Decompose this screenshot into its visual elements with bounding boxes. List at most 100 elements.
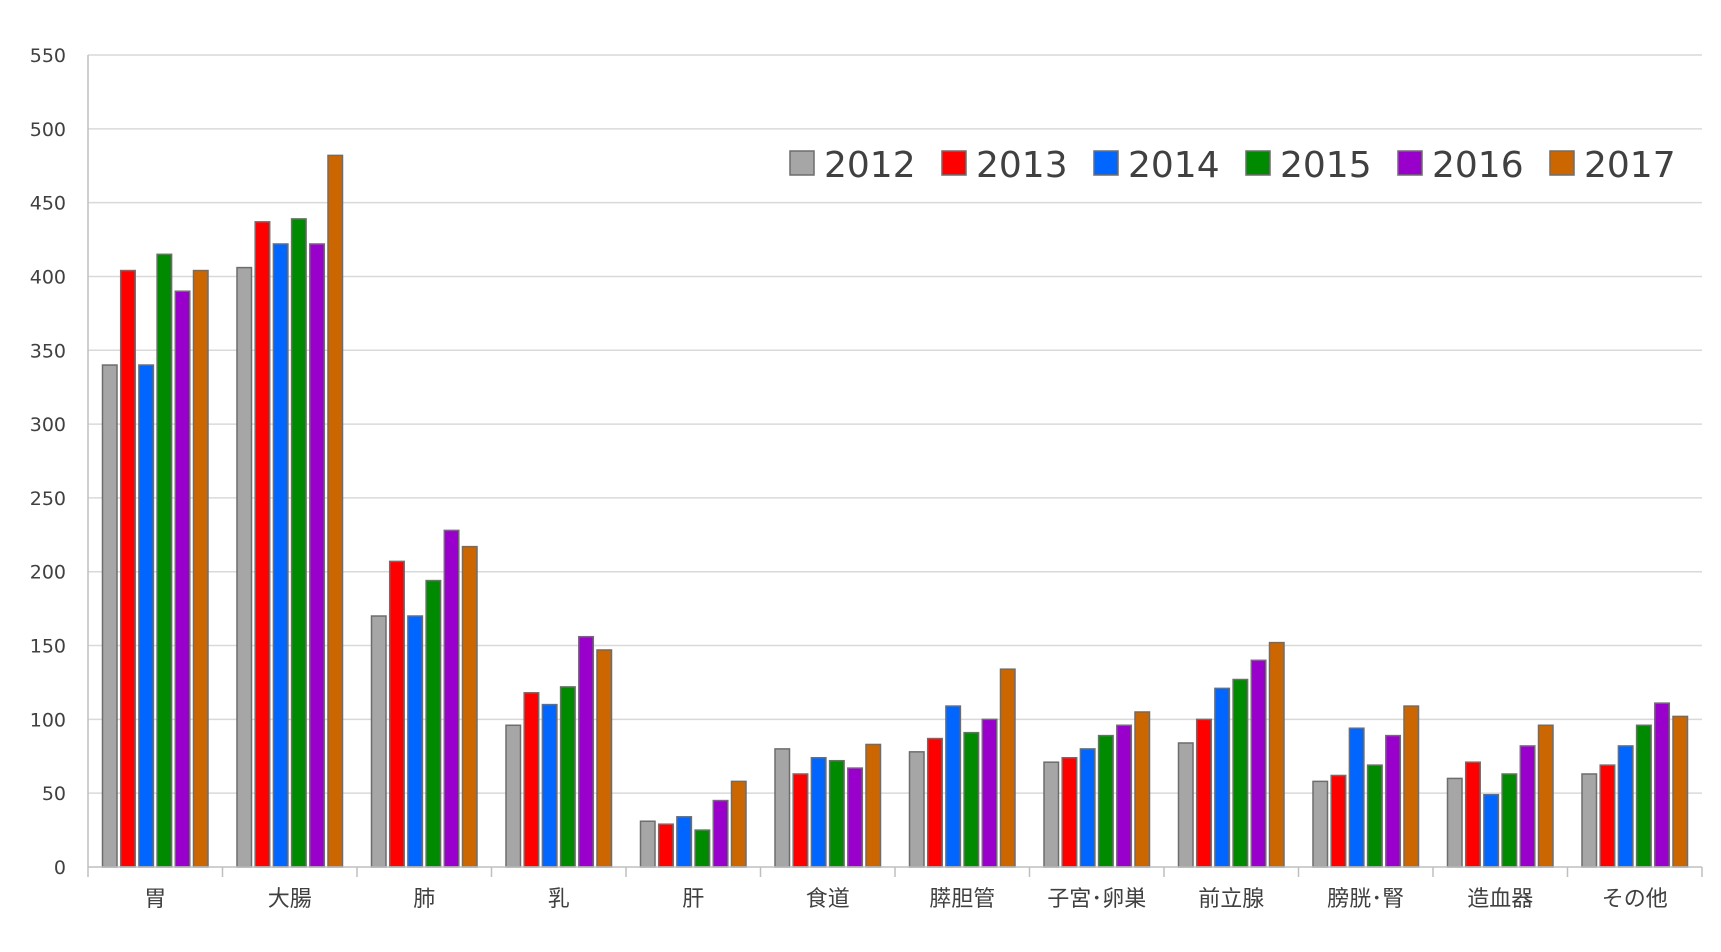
legend-label-2013: 2013 (976, 145, 1068, 186)
x-tick-label: 肝 (682, 887, 704, 912)
bar-2014-4 (541, 703, 558, 868)
bar-2016-10 (1385, 734, 1402, 868)
y-tick-label: 400 (30, 266, 66, 288)
bar-2013-9 (1195, 718, 1212, 868)
y-tick-label: 300 (30, 414, 66, 436)
y-tick-label: 450 (30, 193, 66, 215)
bar-2015-8 (1097, 734, 1114, 868)
bar-2015-3 (425, 579, 442, 868)
bar-2015-4 (559, 686, 576, 868)
bar-2015-2 (290, 218, 307, 868)
bar-2014-12 (1617, 745, 1634, 868)
bar-2017-8 (1134, 711, 1151, 868)
bar-2017-9 (1268, 641, 1285, 868)
bar-2012-9 (1177, 742, 1194, 868)
bar-2017-10 (1403, 705, 1420, 868)
x-tick-label: 造血器 (1467, 887, 1533, 912)
x-tick-label: 胃 (144, 887, 166, 912)
legend-label-2016: 2016 (1432, 145, 1524, 186)
x-tick-label: 膀胱･腎 (1327, 887, 1404, 912)
bar-2013-11 (1464, 761, 1481, 868)
legend-label-2015: 2015 (1280, 145, 1372, 186)
x-axis (87, 55, 1703, 877)
y-tick-label: 0 (54, 857, 66, 879)
bar-2016-8 (1116, 724, 1133, 868)
bar-2015-7 (963, 731, 980, 868)
bar-2016-4 (578, 635, 595, 868)
bar-2013-1 (119, 269, 136, 868)
y-tick-label: 550 (30, 45, 66, 67)
bar-2013-8 (1061, 756, 1078, 868)
x-tick-label: 食道 (806, 887, 850, 912)
bar-2014-9 (1214, 687, 1231, 868)
bar-2013-4 (523, 692, 540, 868)
bar-2017-2 (327, 154, 344, 868)
x-axis-ticks: 胃 大腸 肺 乳 肝 食道 膵胆管 子宮･卵巣 前立腺 膀胱･腎 造血器 その他 (144, 887, 1668, 912)
bar-2016-1 (174, 290, 191, 868)
bar-2016-11 (1519, 745, 1536, 868)
bar-2012-12 (1581, 773, 1598, 868)
bar-2017-11 (1537, 724, 1554, 868)
x-tick-label: 乳 (548, 887, 570, 912)
bar-2016-9 (1250, 659, 1267, 868)
bar-2014-7 (945, 705, 962, 868)
bar-2016-7 (981, 718, 998, 868)
bar-2014-6 (810, 756, 827, 868)
bar-2013-10 (1330, 774, 1347, 868)
x-tick-label: 子宮･卵巣 (1047, 887, 1146, 912)
bar-2015-10 (1366, 764, 1383, 868)
bar-2012-3 (370, 615, 387, 868)
bar-2017-3 (461, 545, 478, 868)
bar-2012-7 (908, 751, 925, 868)
bar-2017-5 (730, 780, 747, 868)
bar-2014-11 (1483, 793, 1500, 868)
y-tick-label: 500 (30, 119, 66, 141)
bar-2015-11 (1501, 773, 1518, 868)
bar-2014-5 (676, 816, 693, 868)
bar-2012-1 (101, 364, 118, 868)
bar-2015-6 (828, 759, 845, 868)
bar-2014-3 (407, 615, 424, 868)
bar-2016-6 (847, 767, 864, 868)
bar-2017-4 (596, 649, 613, 868)
y-axis-ticks: 0 50 100 150 200 250 300 350 400 450 500 550 (30, 45, 66, 879)
y-tick-label: 250 (30, 488, 66, 510)
bar-2012-2 (236, 266, 253, 868)
bar-2014-1 (138, 364, 155, 868)
bar-2012-4 (505, 724, 522, 868)
bar-2017-1 (192, 269, 209, 868)
bar-2012-8 (1043, 761, 1060, 868)
bar-2015-1 (156, 253, 173, 868)
bar-2016-12 (1654, 702, 1671, 868)
bar-2012-5 (639, 820, 656, 868)
x-tick-label: 大腸 (268, 887, 312, 912)
legend-label-2014: 2014 (1128, 145, 1220, 186)
bar-2016-5 (712, 799, 729, 868)
bar-2013-2 (254, 221, 271, 868)
bar-2015-9 (1232, 678, 1249, 868)
x-tick-label: 前立腺 (1198, 887, 1264, 912)
x-tick-label: その他 (1602, 887, 1668, 912)
bar-2013-6 (792, 773, 809, 868)
legend-label-2017: 2017 (1584, 145, 1676, 186)
bar-2014-8 (1079, 748, 1096, 868)
bar-2015-12 (1635, 724, 1652, 868)
y-tick-label: 100 (30, 709, 66, 731)
bar-2013-3 (388, 560, 405, 868)
bar-2013-5 (657, 823, 674, 868)
y-tick-label: 200 (30, 562, 66, 584)
bar-2014-10 (1348, 727, 1365, 868)
bar-2012-6 (774, 748, 791, 868)
bar-2016-3 (443, 529, 460, 868)
y-tick-label: 350 (30, 340, 66, 362)
bar-2017-12 (1672, 715, 1689, 868)
x-tick-label: 肺 (413, 887, 435, 912)
bar-2015-5 (694, 829, 711, 868)
bar-2016-2 (309, 243, 326, 868)
grid-lines (88, 54, 1702, 794)
bar-2013-7 (926, 737, 943, 868)
y-tick-label: 50 (42, 783, 66, 805)
x-tick-label: 膵胆管 (929, 887, 995, 912)
legend-swatch-2012 (789, 150, 815, 176)
